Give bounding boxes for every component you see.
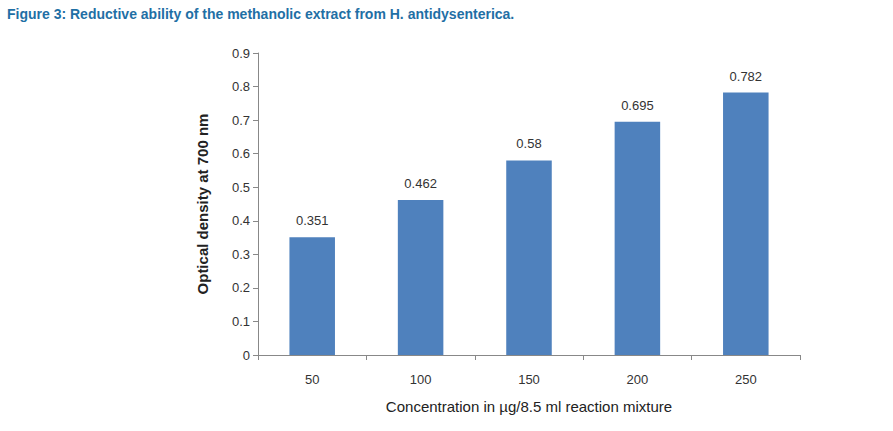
svg-text:0.5: 0.5 [232, 180, 250, 195]
svg-text:0.8: 0.8 [232, 79, 250, 94]
svg-text:0.58: 0.58 [516, 136, 541, 151]
svg-text:0.7: 0.7 [232, 113, 250, 128]
svg-text:Optical density at 700 nm: Optical density at 700 nm [194, 114, 211, 295]
svg-text:0.462: 0.462 [404, 176, 437, 191]
svg-text:50: 50 [305, 372, 319, 387]
svg-text:0: 0 [243, 348, 250, 363]
svg-text:0.9: 0.9 [232, 46, 250, 61]
svg-text:200: 200 [627, 372, 649, 387]
svg-text:0.2: 0.2 [232, 280, 250, 295]
svg-text:100: 100 [410, 372, 432, 387]
svg-text:150: 150 [518, 372, 540, 387]
svg-text:Concentration in µg/8.5 ml rea: Concentration in µg/8.5 ml reaction mixt… [386, 398, 672, 415]
svg-text:0.695: 0.695 [621, 98, 654, 113]
svg-text:0.1: 0.1 [232, 314, 250, 329]
svg-text:0.782: 0.782 [730, 69, 763, 84]
svg-text:0.3: 0.3 [232, 247, 250, 262]
svg-text:0.4: 0.4 [232, 213, 250, 228]
svg-text:250: 250 [735, 372, 757, 387]
svg-text:Figure 3: Reductive ability of: Figure 3: Reductive ability of the metha… [7, 6, 514, 22]
svg-text:0.351: 0.351 [296, 213, 329, 228]
svg-text:0.6: 0.6 [232, 146, 250, 161]
